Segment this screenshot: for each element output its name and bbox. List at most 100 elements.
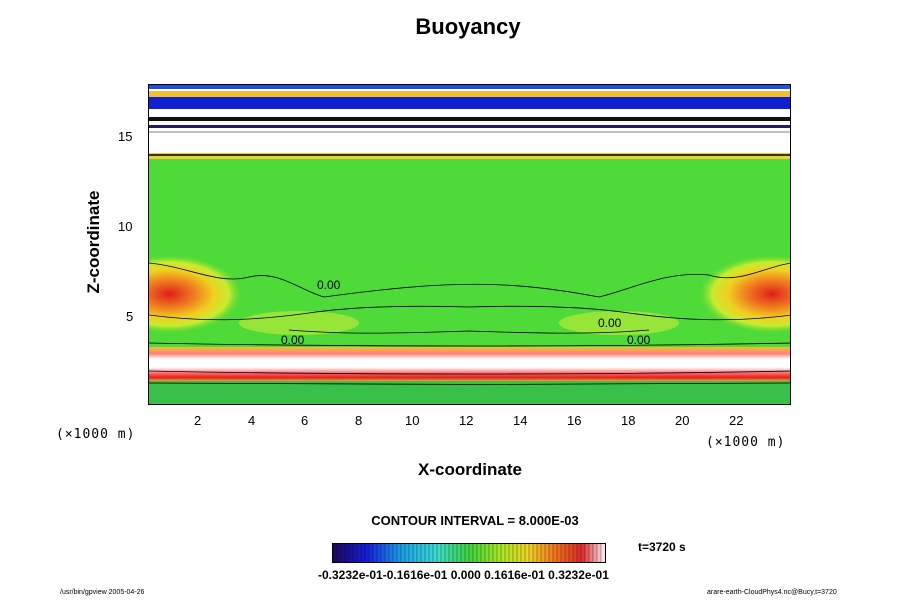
surface-layer: [149, 381, 790, 404]
colorbar-swatch: [369, 544, 374, 562]
colorbar-swatch: [481, 544, 486, 562]
contour-lines: [149, 262, 790, 385]
colorbar-swatch: [409, 544, 414, 562]
colorbar-swatch: [453, 544, 458, 562]
colorbar-swatch: [573, 544, 578, 562]
colorbar-swatch: [593, 544, 598, 562]
colorbar-swatch: [437, 544, 442, 562]
upper-band-7: [149, 131, 790, 133]
colorbar-swatch: [477, 544, 482, 562]
colorbar-swatch: [413, 544, 418, 562]
contour-label: 0.00: [281, 333, 305, 347]
warm-anomaly-right: [697, 254, 790, 334]
colorbar-swatch: [397, 544, 402, 562]
chart-title: Buoyancy: [415, 14, 521, 39]
footer-source: arare-earth-CloudPhys4.nc@Bucy,t=3720: [707, 589, 837, 596]
y-tick-label: 15: [118, 129, 133, 144]
colorbar-swatch: [373, 544, 378, 562]
colorbar-swatch: [601, 544, 606, 562]
colorbar-swatch: [465, 544, 470, 562]
colorbar-swatch: [581, 544, 586, 562]
colorbar-swatch: [497, 544, 502, 562]
colorbar-swatch: [433, 544, 438, 562]
colorbar-svg: [332, 544, 606, 562]
upper-band-5: [149, 117, 790, 121]
colorbar-swatch: [405, 544, 410, 562]
x-tick-label: 22: [729, 413, 744, 428]
colorbar-swatch: [517, 544, 522, 562]
colorbar-swatch: [577, 544, 582, 562]
upper-band-2: [149, 91, 790, 97]
colorbar-swatch: [541, 544, 546, 562]
colorbar-swatch: [445, 544, 450, 562]
heatmap-svg: 0.00 0.00 0.00 0.00: [149, 85, 790, 404]
colorbar-swatch: [545, 544, 550, 562]
y-axis-scale-label: (×1000 m): [56, 427, 136, 442]
colorbar-swatch: [381, 544, 386, 562]
colorbar-swatch: [341, 544, 346, 562]
colorbar-swatch: [389, 544, 394, 562]
colorbar-swatch: [505, 544, 510, 562]
colorbar-swatch: [473, 544, 478, 562]
colorbar-swatch: [401, 544, 406, 562]
warm-anomaly-left: [149, 254, 244, 334]
y-axis-label: Z-coordinate: [84, 190, 103, 294]
x-tick-label: 8: [355, 413, 363, 428]
colorbar-swatch: [589, 544, 594, 562]
colorbar-swatch: [441, 544, 446, 562]
colorbar-swatch: [585, 544, 590, 562]
x-tick-label: 16: [567, 413, 582, 428]
colorbar-swatch: [421, 544, 426, 562]
colorbar-swatch: [537, 544, 542, 562]
colorbar-swatch: [569, 544, 574, 562]
colorbar-swatch: [365, 544, 370, 562]
colorbar-swatch: [337, 544, 342, 562]
colorbar-swatch: [485, 544, 490, 562]
upper-band-3: [149, 97, 790, 109]
upper-band-6: [149, 125, 790, 128]
y-tick-label: 5: [126, 309, 134, 324]
y-tick-label: 10: [118, 219, 133, 234]
x-tick-label: 2: [194, 413, 202, 428]
contour-label: 0.00: [317, 278, 341, 292]
colorbar-swatch: [565, 544, 570, 562]
colorbar-swatch: [525, 544, 530, 562]
colorbar-swatch: [461, 544, 466, 562]
colorbar-swatch: [557, 544, 562, 562]
upper-band-1: [149, 85, 790, 89]
x-tick-label: 20: [675, 413, 690, 428]
warm-patch-right: [559, 311, 679, 335]
x-tick-label: 10: [405, 413, 420, 428]
time-label: t=3720 s: [638, 540, 686, 554]
colorbar: [332, 543, 606, 563]
colorbar-swatch: [501, 544, 506, 562]
colorbar-swatch: [509, 544, 514, 562]
colorbar-swatch: [345, 544, 350, 562]
footer-command: /usr/bin/gpview 2005-04-26: [60, 589, 145, 596]
colorbar-swatch: [357, 544, 362, 562]
colorbar-swatch: [469, 544, 474, 562]
boundary-layer-band: [149, 347, 790, 381]
colorbar-swatch: [529, 544, 534, 562]
contour-interval-label: CONTOUR INTERVAL = 8.000E-03: [371, 513, 579, 528]
contour-label: 0.00: [627, 333, 651, 347]
colorbar-swatch: [377, 544, 382, 562]
x-axis-label: X-coordinate: [418, 460, 522, 479]
plot-area: 0.00 0.00 0.00 0.00: [148, 84, 791, 405]
colorbar-swatch: [361, 544, 366, 562]
upper-band-8: [149, 153, 790, 159]
colorbar-swatch: [429, 544, 434, 562]
colorbar-swatch: [493, 544, 498, 562]
x-axis-scale-label: (×1000 m): [706, 435, 786, 450]
colorbar-swatch: [597, 544, 602, 562]
x-tick-label: 12: [459, 413, 474, 428]
contour-label: 0.00: [598, 316, 622, 330]
colorbar-tick-labels: -0.3232e-01-0.1616e-01 0.000 0.1616e-01 …: [318, 568, 609, 582]
x-tick-label: 18: [621, 413, 636, 428]
colorbar-swatch: [393, 544, 398, 562]
colorbar-swatch: [553, 544, 558, 562]
colorbar-swatch: [549, 544, 554, 562]
colorbar-swatch: [533, 544, 538, 562]
colorbar-swatch: [521, 544, 526, 562]
colorbar-swatch: [333, 544, 338, 562]
